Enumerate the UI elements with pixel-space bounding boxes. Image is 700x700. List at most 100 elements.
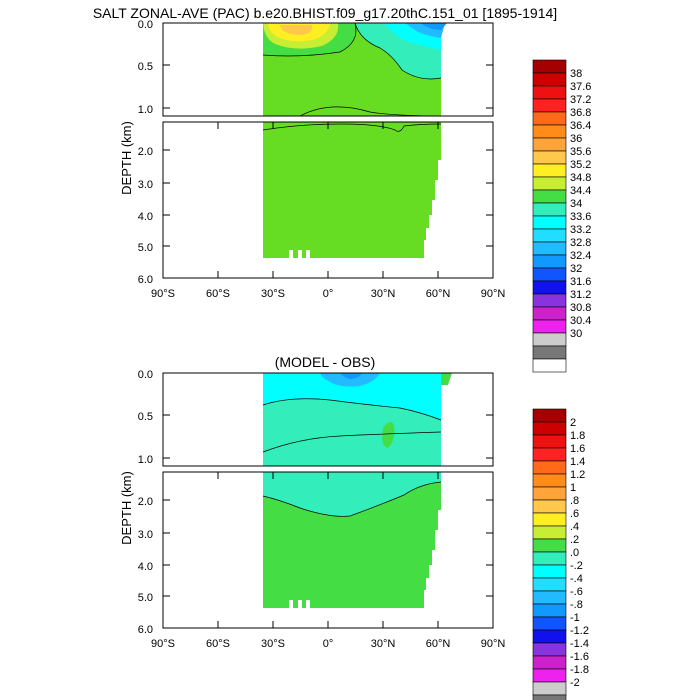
- colorbar-swatch: [532, 434, 567, 449]
- colorbar-swatch: [532, 345, 567, 360]
- y-tick-label: 0.0: [138, 369, 153, 381]
- lower-y-ticks: [163, 149, 493, 247]
- colorbar-swatch: [532, 319, 567, 334]
- colorbar-swatch: [532, 460, 567, 475]
- colorbar-label: -.6: [570, 586, 583, 598]
- contour-line: [262, 22, 357, 57]
- upper-plot-frame: [162, 372, 494, 467]
- colorbar-label: -1.6: [570, 651, 589, 663]
- upper-plot: 0.0 0.5 1.0: [138, 19, 494, 117]
- colorbar-label: 33.2: [570, 224, 591, 236]
- colorbar-label: 1: [570, 482, 576, 494]
- x-tick-label: 60°S: [206, 288, 230, 300]
- panel-title: SALT ZONAL-AVE (PAC) b.e20.BHIST.f09_g17…: [93, 5, 557, 21]
- colorbar-swatch: [532, 358, 567, 373]
- colorbar-swatch: [532, 98, 567, 113]
- bathymetry-gap: [306, 600, 310, 608]
- x-ticks: [162, 122, 494, 278]
- y-tick-label: 5.0: [138, 242, 153, 254]
- colorbar: 3837.637.236.836.43635.635.234.834.43433…: [532, 59, 591, 373]
- colorbar-label: 34.8: [570, 172, 591, 184]
- lower-plot: 2.0 3.0 4.0 5.0 6.0: [138, 121, 494, 286]
- colorbar-label: 37.2: [570, 94, 591, 106]
- colorbar-swatch: [532, 124, 567, 139]
- colorbar-swatch: [532, 538, 567, 553]
- colorbar-swatch: [532, 564, 567, 579]
- colorbar-swatch: [532, 306, 567, 321]
- colorbar-label: 36: [570, 133, 582, 145]
- x-ticks: [162, 472, 494, 628]
- y-tick-label: 0.0: [138, 19, 153, 31]
- colorbar-label: 33.6: [570, 211, 591, 223]
- colorbar-label: .2: [570, 534, 579, 546]
- y-tick-label: 4.0: [138, 211, 153, 223]
- colorbar-label: 32.4: [570, 250, 591, 262]
- upper-plot: 0.0 0.5 1.0: [138, 369, 494, 467]
- colorbar-label: -1.4: [570, 638, 589, 650]
- upper-y-ticks: [163, 22, 493, 109]
- colorbar-swatch: [532, 486, 567, 501]
- difference-zone-green: [382, 422, 395, 448]
- colorbar-swatch: [532, 137, 567, 152]
- difference-zone-north: [441, 373, 452, 385]
- x-tick-label: 60°S: [206, 638, 230, 650]
- colorbar-swatch: [532, 228, 567, 243]
- colorbar-label: 31.6: [570, 276, 591, 288]
- colorbar-swatch: [532, 267, 567, 282]
- y-tick-label: 3.0: [138, 529, 153, 541]
- x-tick-label: 90°S: [151, 638, 175, 650]
- x-tick-labels: 90°S 60°S 30°S 0° 30°N 60°N 90°N: [151, 638, 505, 650]
- colorbar-swatch: [532, 473, 567, 488]
- y-tick-label: 5.0: [138, 592, 153, 604]
- bathymetry-gap: [289, 250, 293, 258]
- x-tick-label: 60°N: [426, 288, 451, 300]
- y-tick-label: 2.0: [138, 146, 153, 158]
- colorbar-swatch: [532, 85, 567, 100]
- colorbar-swatch: [532, 176, 567, 191]
- colorbar-label: .4: [570, 521, 579, 533]
- colorbar-swatch: [532, 59, 567, 74]
- colorbar-label: 1.8: [570, 430, 585, 442]
- colorbar-label: -.2: [570, 560, 583, 572]
- colorbar-swatch: [532, 577, 567, 592]
- y-axis-label: DEPTH (km): [119, 121, 134, 195]
- x-tick-labels: 90°S 60°S 30°S 0° 30°N 60°N 90°N: [151, 288, 505, 300]
- colorbar-swatch: [532, 215, 567, 230]
- colorbar-swatch: [532, 629, 567, 644]
- colorbar-swatch: [532, 616, 567, 631]
- upper-y-ticks: [163, 372, 493, 459]
- y-axis-label: DEPTH (km): [119, 471, 134, 545]
- panel-difference: (MODEL - OBS) 0.0 0.5 1.0: [119, 354, 589, 700]
- colorbar-label: 37.6: [570, 81, 591, 93]
- salinity-zone-orange: [280, 25, 313, 35]
- colorbar-swatch: [532, 512, 567, 527]
- contour-line: [262, 431, 442, 453]
- difference-zone-darkblue: [340, 373, 362, 379]
- colorbar-label: -.8: [570, 599, 583, 611]
- salinity-field-lower: [263, 122, 441, 258]
- colorbar-label: 34.4: [570, 185, 591, 197]
- contour-line: [262, 481, 442, 517]
- colorbar-label: 1.2: [570, 469, 585, 481]
- x-tick-label: 30°S: [261, 288, 285, 300]
- colorbar-label: 35.2: [570, 159, 591, 171]
- contour-line: [262, 123, 442, 132]
- colorbar-swatch: [532, 603, 567, 618]
- colorbar-label: -1: [570, 612, 580, 624]
- x-tick-label: 0°: [323, 288, 334, 300]
- colorbar-label: 30.8: [570, 302, 591, 314]
- colorbar-label: .6: [570, 508, 579, 520]
- y-tick-label: 0.5: [138, 61, 153, 73]
- bathymetry-gap: [306, 250, 310, 258]
- colorbar-swatch: [532, 189, 567, 204]
- upper-plot-frame: [162, 22, 494, 117]
- colorbar-label: 30.4: [570, 315, 591, 327]
- difference-zone-cyan: [263, 373, 441, 420]
- colorbar-swatch: [532, 655, 567, 670]
- y-tick-label: 2.0: [138, 496, 153, 508]
- lower-plot: 2.0 3.0 4.0 5.0 6.0: [138, 471, 494, 636]
- colorbar-swatch: [532, 642, 567, 657]
- panel-title: (MODEL - OBS): [275, 354, 376, 370]
- panel-salinity: SALT ZONAL-AVE (PAC) b.e20.BHIST.f09_g17…: [93, 5, 591, 373]
- colorbar-label: 1.4: [570, 456, 585, 468]
